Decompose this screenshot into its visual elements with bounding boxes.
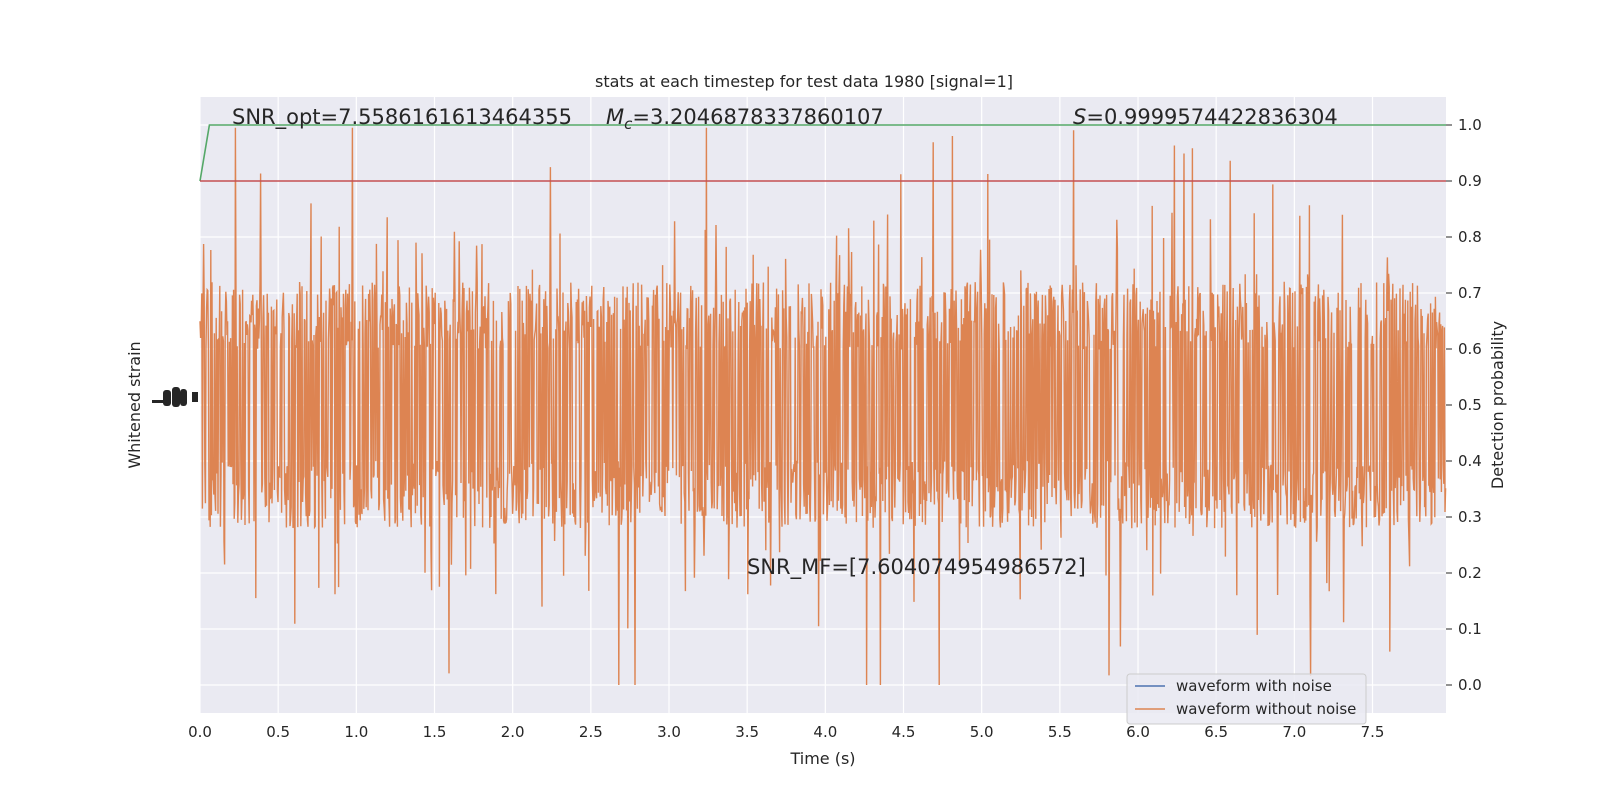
x-tick-label: 3.5: [735, 723, 759, 741]
y-right-tick-label: 0.4: [1458, 452, 1482, 470]
x-tick-label: 1.5: [423, 723, 447, 741]
x-tick-label: 7.0: [1282, 723, 1306, 741]
x-tick-label: 5.5: [1048, 723, 1072, 741]
y-right-tick-label: 0.5: [1458, 396, 1482, 414]
x-tick-label: 0.5: [266, 723, 290, 741]
y-right-axis-ticks: 0.0 0.1 0.2 0.3 0.4 0.5 0.6 0.7 0.8 0.9 1.0: [1446, 116, 1482, 694]
detection-probability-line: [199, 124, 1446, 182]
legend-label-without-noise: waveform without noise: [1176, 700, 1356, 718]
x-tick-label: 6.0: [1126, 723, 1150, 741]
x-tick-label: 2.5: [579, 723, 603, 741]
x-axis-label: Time (s): [789, 749, 855, 768]
y-right-tick-label: 1.0: [1458, 116, 1482, 134]
y-right-axis-label: Detection probability: [1488, 321, 1507, 489]
chirp-mass-annotation: Mc=3.2046878337860107: [606, 105, 884, 133]
snr-opt-annotation: SNR_opt=7.5586161613464355: [232, 105, 572, 130]
x-tick-label: 0.0: [188, 723, 212, 741]
waveform-without-noise-line: [199, 127, 1447, 686]
legend: waveform with noise waveform without noi…: [1126, 673, 1367, 725]
y-right-tick-label: 0.6: [1458, 340, 1482, 358]
y-right-tick-label: 0.0: [1458, 676, 1482, 694]
y-left-axis-label: Whitened strain: [125, 341, 144, 468]
x-axis-ticks: 0.0 0.5 1.0 1.5 2.0 2.5 3.0 3.5 4.0 4.5 5.0 5.5 6.0 6…: [188, 723, 1384, 741]
chart-title: stats at each timestep for test data 198…: [595, 72, 1013, 91]
x-tick-label: 3.0: [657, 723, 681, 741]
x-tick-label: 1.0: [344, 723, 368, 741]
legend-label-with-noise: waveform with noise: [1176, 677, 1332, 695]
y-right-tick-label: 0.8: [1458, 228, 1482, 246]
x-tick-label: 5.0: [970, 723, 994, 741]
x-tick-label: 4.0: [813, 723, 837, 741]
x-tick-label: 4.5: [892, 723, 916, 741]
y-right-tick-label: 0.2: [1458, 564, 1482, 582]
waveform-without-noise-series: [199, 127, 1447, 686]
x-tick-label: 2.0: [501, 723, 525, 741]
left-axis-collapsed-ticks: [152, 387, 198, 407]
x-tick-label: 6.5: [1204, 723, 1228, 741]
y-right-tick-label: 0.7: [1458, 284, 1482, 302]
probability-lines: [199, 124, 1446, 182]
s-statistic-annotation: S=0.9999574422836304: [1073, 105, 1338, 129]
y-right-tick-label: 0.9: [1458, 172, 1482, 190]
snr-mf-annotation: SNR_MF=[7.604074954986572]: [747, 555, 1086, 580]
y-right-tick-label: 0.1: [1458, 620, 1482, 638]
x-tick-label: 7.5: [1361, 723, 1385, 741]
y-right-tick-label: 0.3: [1458, 508, 1482, 526]
